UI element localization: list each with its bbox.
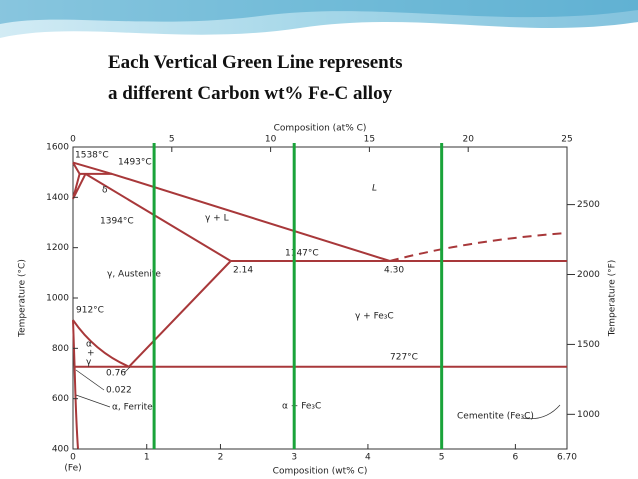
liquidus-extension: [389, 232, 568, 262]
phase-label: 0.76: [106, 369, 126, 379]
y-tick-label: 1600: [46, 143, 69, 153]
x-tick-label: 2: [218, 453, 224, 463]
phase-label: α + Fe₃C: [282, 402, 321, 412]
phase-label: Cementite (Fe₃C): [457, 412, 534, 422]
x-tick-label: 6: [513, 453, 519, 463]
title-line: a different Carbon wt% Fe-C alloy: [108, 83, 393, 104]
liquidus: [72, 161, 391, 262]
pointer-arrows: [75, 366, 561, 420]
phase-label: α, Ferrite: [112, 403, 153, 413]
phase-label: 4.30: [384, 266, 404, 276]
x-top-tick-label: 15: [364, 135, 375, 145]
axis-title: Temperature (°F): [608, 260, 618, 338]
phase-label: 0.022: [106, 386, 132, 396]
y-tick-label: 800: [52, 344, 69, 354]
phase-label: 1147°C: [285, 249, 319, 259]
y-tick-label: 1400: [46, 193, 69, 203]
y-tick-label: 1000: [46, 294, 69, 304]
y2-tick-label: 1500: [577, 340, 600, 350]
x-top-tick-label: 20: [462, 135, 474, 145]
phase-label: 1493°C: [118, 158, 152, 168]
header-wave: [0, 0, 638, 24]
phase-label: γ + Fe₃C: [355, 312, 394, 322]
x-tick-label: 5: [439, 453, 445, 463]
y2-tick-label: 1000: [577, 410, 600, 420]
x-top-tick-label: 0: [70, 135, 76, 145]
x-top-tick-label: 25: [561, 135, 572, 145]
a3-line: [72, 319, 130, 368]
x-top-tick-label: 10: [265, 135, 277, 145]
phase-label: γ: [86, 358, 92, 368]
x-tick-label: 3: [291, 453, 297, 463]
axis-title: Composition (at% C): [274, 124, 367, 134]
phase-label: 912°C: [76, 306, 104, 316]
axis-title: Composition (wt% C): [273, 467, 368, 477]
x-tick-label: 0: [70, 453, 76, 463]
delta-boundary: [72, 162, 87, 200]
x-top-tick-label: 5: [169, 135, 175, 145]
y-tick-label: 400: [52, 445, 69, 455]
axis-note: (Fe): [64, 464, 81, 474]
title-line: Each Vertical Green Line represents: [108, 52, 402, 73]
phase-label: 1394°C: [100, 217, 134, 227]
x-tick-label: 4: [365, 453, 371, 463]
x-tick-label: 6.70: [557, 453, 577, 463]
solidus: [84, 173, 232, 262]
x-tick-label: 1: [144, 453, 150, 463]
y2-tick-label: 2000: [577, 270, 600, 280]
phase-label: δ: [102, 186, 108, 196]
phase-diagram: 1538°C 1493°C δ 1394°C γ + L L 1147°C 2.…: [18, 124, 618, 477]
phase-label: 727°C: [390, 353, 418, 363]
axis-title: Temperature (°C): [18, 259, 28, 338]
y2-tick-label: 2500: [577, 200, 600, 210]
phase-label: +: [87, 349, 95, 359]
y-tick-label: 1200: [46, 243, 69, 253]
phase-label: α: [86, 340, 92, 350]
y-tick-label: 600: [52, 394, 69, 404]
phase-label: 2.14: [233, 266, 253, 276]
phase-label: γ + L: [205, 214, 229, 224]
alpha-solvus: [72, 320, 79, 450]
phase-label: γ, Austenite: [107, 270, 161, 280]
acm-line: [128, 260, 232, 368]
phase-label: L: [372, 184, 377, 194]
phase-label: 1538°C: [75, 151, 109, 161]
